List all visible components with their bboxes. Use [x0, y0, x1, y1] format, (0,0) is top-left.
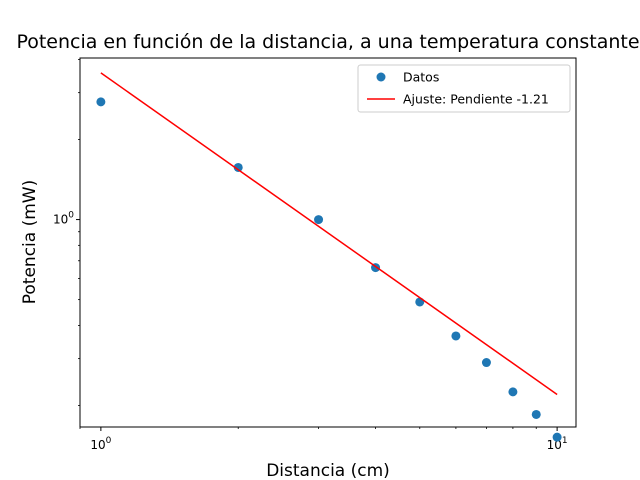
plot-marks [96, 72, 562, 442]
data-point [233, 162, 243, 172]
y-tick-label: 100 [53, 211, 74, 227]
fit-line [100, 72, 558, 396]
data-point [96, 97, 106, 107]
legend-label: Ajuste: Pendiente -1.21 [403, 92, 549, 107]
legend-box [357, 64, 571, 113]
y-axis-ticks: 100 [53, 59, 80, 406]
plot-frame [79, 57, 577, 428]
data-point [451, 331, 461, 341]
chart-title: Potencia en función de la distancia, a u… [16, 31, 639, 53]
data-point [314, 215, 324, 225]
data-point [531, 409, 541, 419]
x-axis-ticks: 100 101 [79, 427, 568, 452]
data-point [415, 297, 425, 307]
legend-label: Datos [403, 70, 439, 85]
x-tick-label: 100 [90, 436, 111, 452]
data-point [508, 387, 518, 397]
x-axis-label: Distancia (cm) [266, 461, 390, 480]
legend-marker-handle [376, 72, 386, 82]
data-point [552, 432, 562, 442]
legend: Datos Ajuste: Pendiente -1.21 [357, 64, 571, 113]
data-point [481, 358, 491, 368]
y-axis-label: Potencia (mW) [20, 180, 40, 304]
